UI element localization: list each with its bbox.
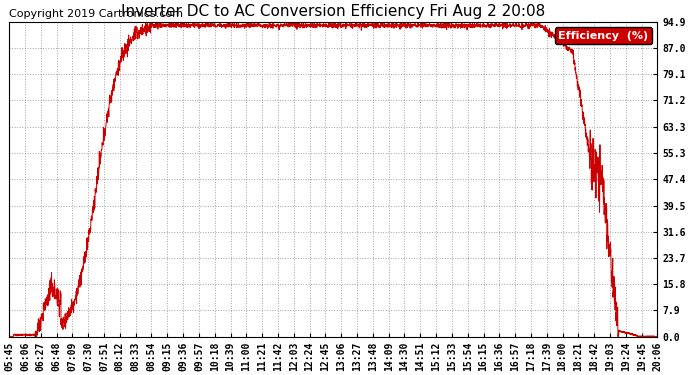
Title: Inverter DC to AC Conversion Efficiency Fri Aug 2 20:08: Inverter DC to AC Conversion Efficiency … [121, 4, 545, 19]
Legend: Efficiency  (%): Efficiency (%) [555, 27, 652, 44]
Text: Copyright 2019 Cartronics.com: Copyright 2019 Cartronics.com [9, 9, 183, 19]
